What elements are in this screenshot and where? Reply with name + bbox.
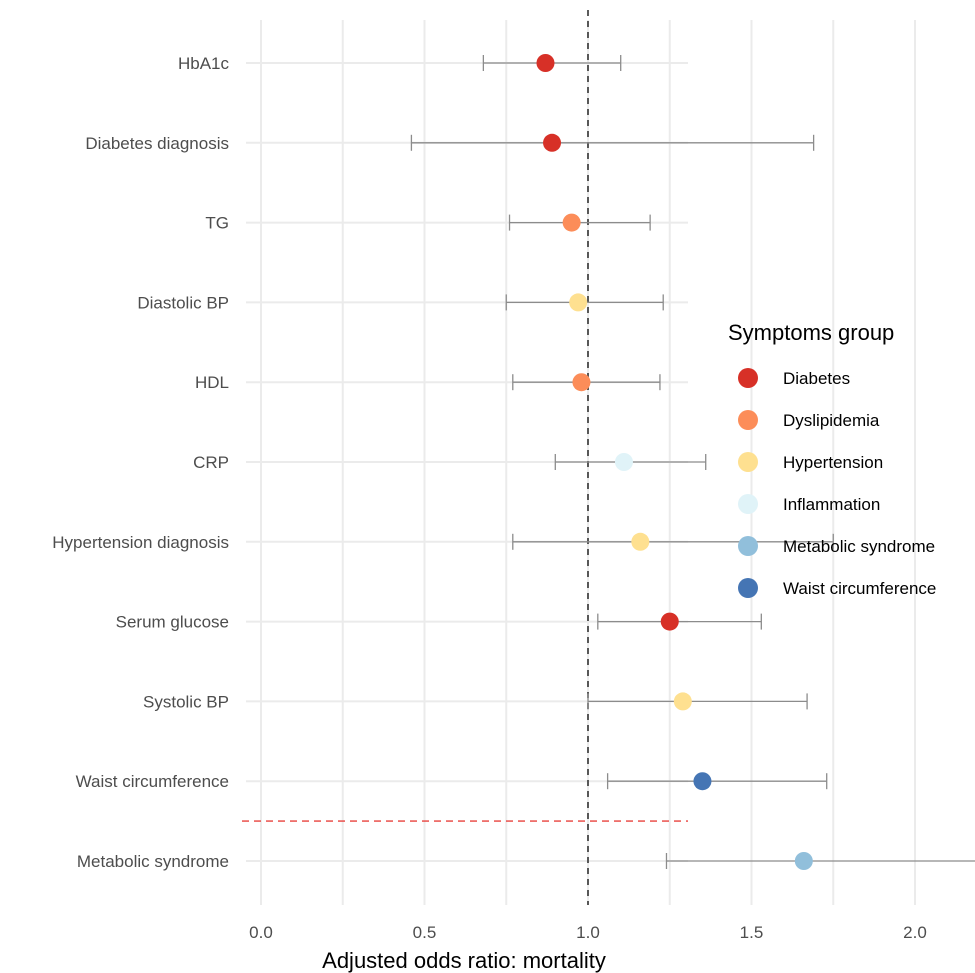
row-label: HbA1c [178,54,230,73]
legend-swatch [738,452,758,472]
legend-entry: Inflammation [738,494,880,514]
row-labels: HbA1c Diabetes diagnosis TG Diastolic BP HDL… [52,54,229,871]
point-layer [536,54,813,870]
legend: Symptoms group Diabetes Dyslipidemia Hyper… [728,320,936,598]
legend-entry: Waist circumference [738,578,936,598]
data-point [794,852,813,870]
data-point [693,772,712,791]
error-bar [587,693,808,710]
x-tick-label: 2.0 [903,923,927,942]
row-label: Diabetes diagnosis [85,134,229,153]
x-tick-label: 1.0 [576,923,600,942]
data-point [543,133,562,152]
row-label: HDL [195,373,229,392]
data-point [572,373,591,392]
row-label: Systolic BP [143,692,229,711]
x-tick-label: 1.5 [740,923,764,942]
data-point [673,692,692,711]
row-label: TG [205,214,229,233]
legend-swatch [738,536,758,556]
legend-entry: Metabolic syndrome [738,536,935,556]
data-point [614,453,633,471]
error-bar [410,134,815,151]
legend-entry: Hypertension [738,452,883,472]
error-bar [606,773,828,790]
legend-label: Dyslipidemia [783,411,880,430]
legend-label: Diabetes [783,369,850,388]
data-point [631,532,650,551]
error-bar [512,533,834,550]
row-label: Waist circumference [76,772,229,791]
row-label: Serum glucose [116,613,229,632]
legend-label: Hypertension [783,453,883,472]
legend-title: Symptoms group [728,320,894,345]
legend-label: Waist circumference [783,579,936,598]
x-axis-ticks: 0.0 0.5 1.0 1.5 2.0 [249,923,927,942]
legend-label: Inflammation [783,495,880,514]
data-point [562,213,581,232]
legend-swatch [738,578,758,598]
row-label: Hypertension diagnosis [52,533,229,552]
data-point [569,293,588,312]
legend-swatch [738,494,758,514]
legend-entries: Diabetes Dyslipidemia Hypertension Inflamma… [738,368,936,598]
x-tick-label: 0.0 [249,923,273,942]
row-label: CRP [193,453,229,472]
error-bar [665,853,975,869]
error-bar [597,613,762,630]
legend-entry: Dyslipidemia [738,410,880,430]
legend-swatch [738,368,758,388]
x-axis-title: Adjusted odds ratio: mortality [322,948,606,973]
x-tick-label: 0.5 [413,923,437,942]
data-point [660,612,679,631]
row-label: Metabolic syndrome [77,852,229,871]
reference-layer [242,10,688,905]
data-point [536,54,555,72]
legend-swatch [738,410,758,430]
legend-entry: Diabetes [738,368,850,388]
row-label: Diastolic BP [137,293,229,312]
legend-label: Metabolic syndrome [783,537,935,556]
